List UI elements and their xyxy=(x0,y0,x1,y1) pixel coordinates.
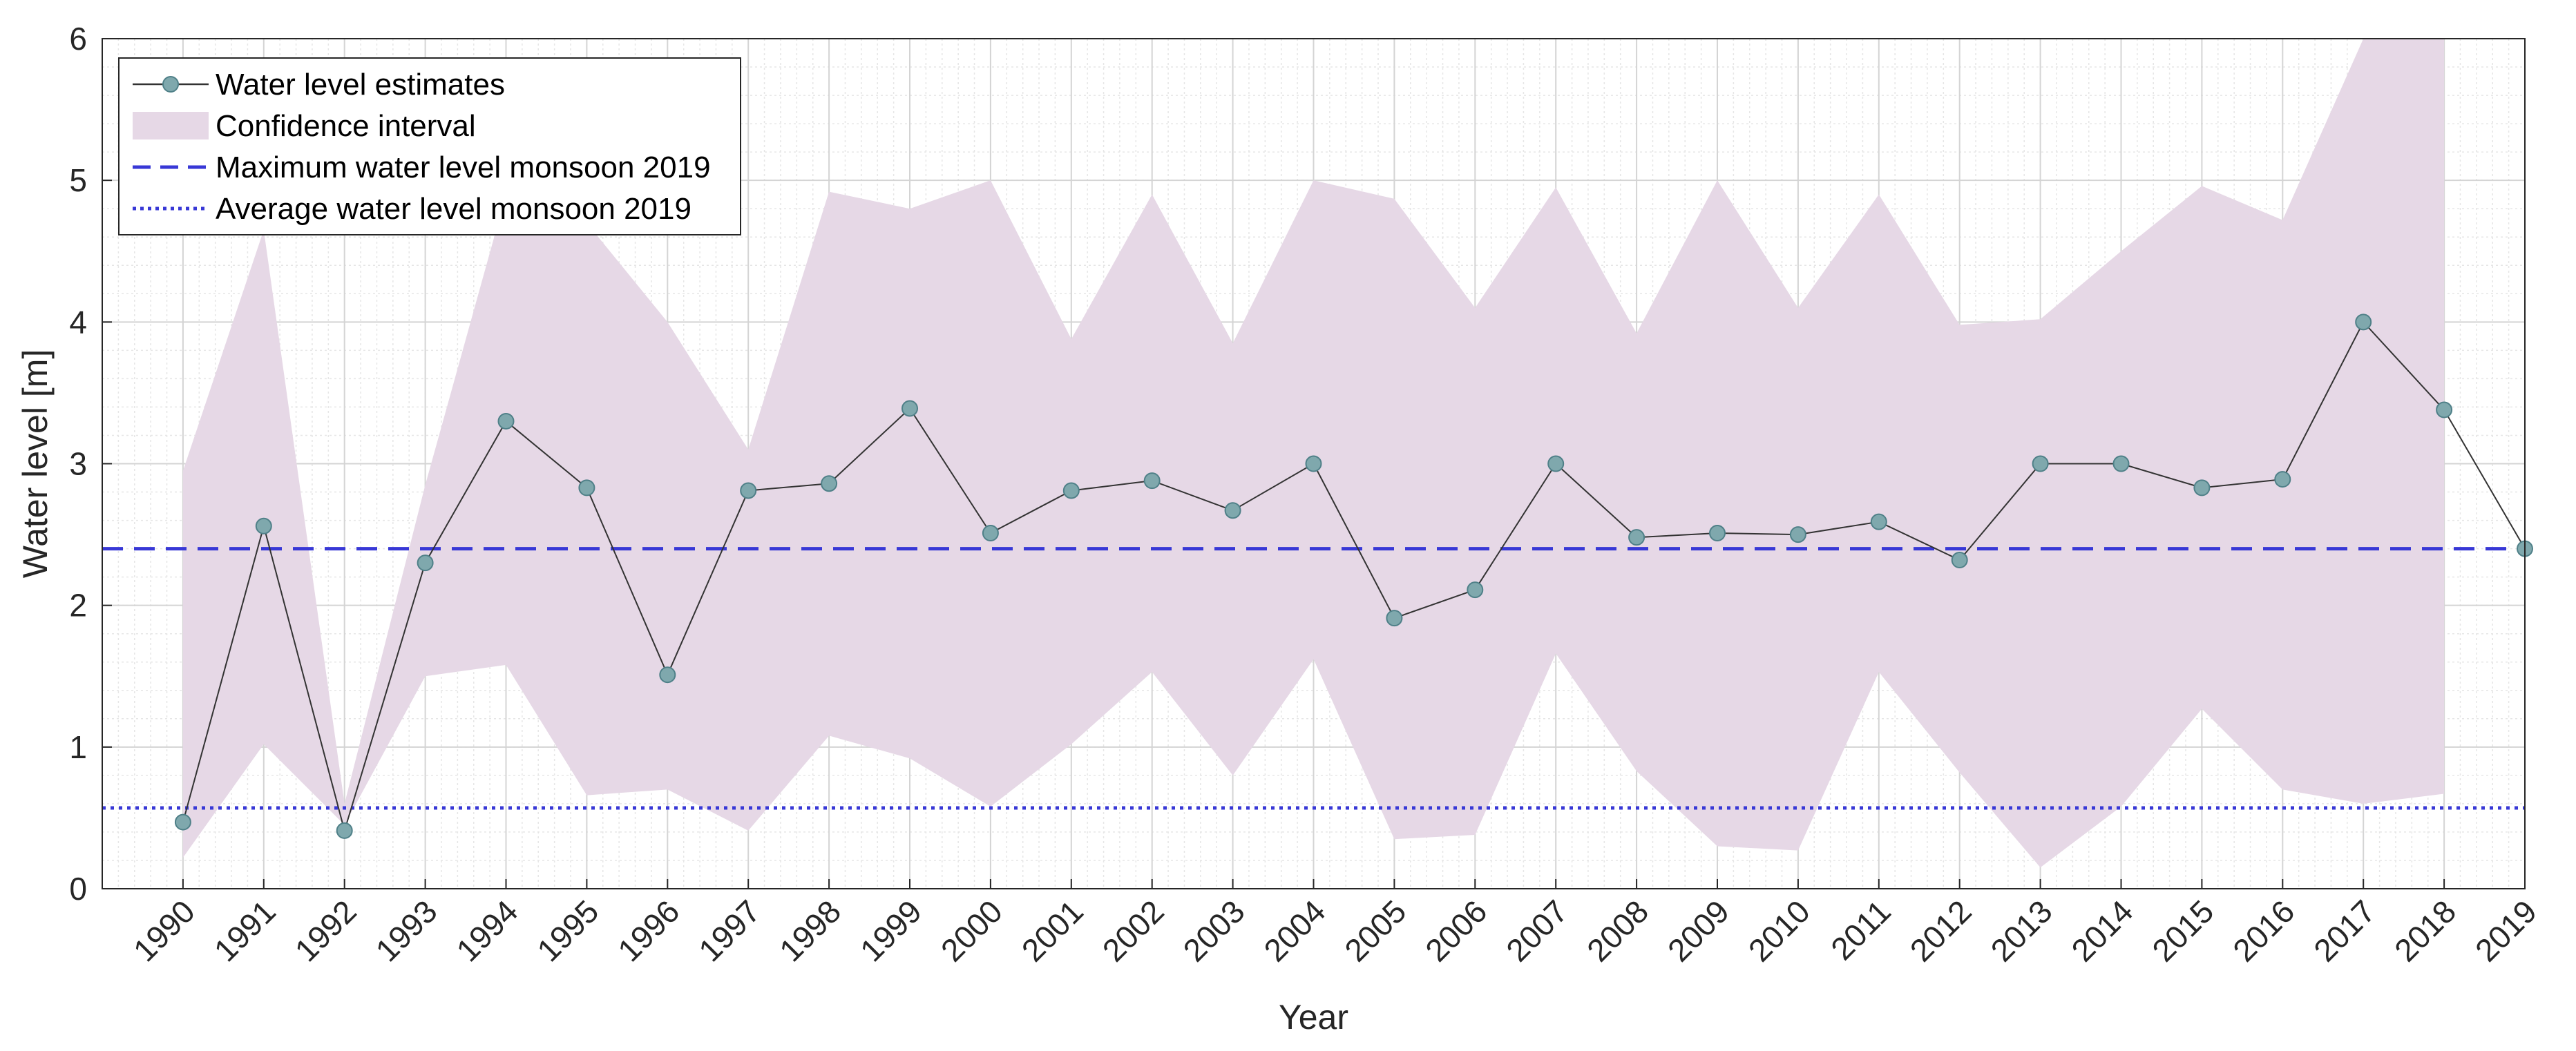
data-point-1997 xyxy=(740,482,757,499)
data-point-2007 xyxy=(1547,455,1565,472)
data-point-2018 xyxy=(2436,401,2453,418)
x-tick-label: 2005 xyxy=(1337,893,1413,968)
x-tick-label: 2008 xyxy=(1580,893,1655,968)
x-tick-label: 1996 xyxy=(611,893,686,968)
x-tick-label: 2001 xyxy=(1015,893,1090,968)
x-tick-label: 1991 xyxy=(207,893,283,968)
data-point-1991 xyxy=(255,517,272,534)
x-tick-label: 1995 xyxy=(530,893,605,968)
data-point-2016 xyxy=(2274,471,2291,488)
data-point-2001 xyxy=(1062,482,1080,499)
x-tick-label: 2017 xyxy=(2307,893,2382,968)
legend-item-maximum: Maximum water level monsoon 2019 xyxy=(133,151,711,184)
x-tick-label: 1990 xyxy=(126,893,202,968)
legend-confidence-patch xyxy=(133,112,209,139)
y-tick-label: 4 xyxy=(69,304,87,340)
legend-item-confidence: Confidence interval xyxy=(133,109,476,143)
x-tick-label: 2002 xyxy=(1096,893,1171,968)
data-point-2000 xyxy=(982,525,999,542)
data-point-2006 xyxy=(1467,581,1484,599)
data-point-2012 xyxy=(1951,552,1968,569)
x-tick-label: 2019 xyxy=(2468,893,2544,968)
legend-label-maximum: Maximum water level monsoon 2019 xyxy=(216,151,711,184)
y-axis-title: Water level [m] xyxy=(16,349,55,579)
legend-label-average: Average water level monsoon 2019 xyxy=(216,192,691,226)
y-tick-label: 5 xyxy=(69,162,87,198)
x-tick-label: 2018 xyxy=(2387,893,2463,968)
x-tick-label: 2009 xyxy=(1661,893,1736,968)
y-tick-label: 1 xyxy=(69,729,87,765)
y-tick-label: 2 xyxy=(69,588,87,624)
legend-item-average: Average water level monsoon 2019 xyxy=(133,192,691,226)
legend-item-estimates: Water level estimates xyxy=(133,68,505,102)
legend-box xyxy=(118,57,741,235)
data-point-2003 xyxy=(1224,502,1241,519)
x-axis-ticks: 1990 1991 1992 1993 1994 1995 1996 1997 1998 1999… xyxy=(126,879,2544,968)
x-axis-title: Year xyxy=(1279,998,1348,1036)
data-point-2017 xyxy=(2355,314,2372,331)
data-point-1992 xyxy=(336,822,353,839)
data-point-1998 xyxy=(821,475,838,492)
x-tick-label: 2011 xyxy=(1824,893,1898,967)
x-tick-label: 2014 xyxy=(2064,893,2139,968)
y-tick-label: 3 xyxy=(69,446,87,482)
data-point-1993 xyxy=(417,555,434,572)
x-tick-label: 1992 xyxy=(288,893,363,968)
legend-label-estimates: Water level estimates xyxy=(216,68,505,102)
data-point-2004 xyxy=(1305,455,1322,472)
series-line-layer xyxy=(182,320,2526,833)
data-point-2014 xyxy=(2112,455,2130,472)
legend-label-confidence: Confidence interval xyxy=(216,109,476,143)
x-tick-label: 1997 xyxy=(691,893,767,968)
confidence-interval-area xyxy=(182,39,2445,868)
x-tick-label: 2006 xyxy=(1418,893,1494,968)
y-tick-label: 0 xyxy=(69,871,87,907)
x-tick-label: 2000 xyxy=(934,893,1009,968)
legend-estimates-marker xyxy=(162,76,179,93)
x-tick-label: 2012 xyxy=(1903,893,1978,968)
x-tick-label: 2004 xyxy=(1257,893,1332,968)
data-point-2009 xyxy=(1709,525,1726,542)
data-point-1996 xyxy=(659,666,676,684)
data-point-2013 xyxy=(2032,455,2049,472)
x-tick-label: 1999 xyxy=(853,893,928,968)
data-point-2002 xyxy=(1143,472,1161,490)
data-point-1995 xyxy=(578,479,595,496)
data-point-1994 xyxy=(497,412,515,430)
y-tick-label: 6 xyxy=(69,21,87,57)
data-point-2005 xyxy=(1386,610,1403,627)
data-point-2015 xyxy=(2193,479,2211,496)
data-points xyxy=(174,314,2533,839)
x-tick-label: 2013 xyxy=(1984,893,2059,968)
data-point-1999 xyxy=(901,400,918,417)
data-point-2008 xyxy=(1628,529,1645,546)
confidence-interval-band xyxy=(182,39,2445,868)
data-point-2011 xyxy=(1870,513,1887,530)
reference-lines xyxy=(102,547,2525,810)
data-point-2010 xyxy=(1789,526,1806,543)
x-tick-label: 2003 xyxy=(1176,893,1252,968)
x-tick-label: 2010 xyxy=(1742,893,1817,968)
x-tick-label: 2015 xyxy=(2145,893,2220,968)
data-point-1990 xyxy=(174,813,191,831)
y-axis-ticks: 0 1 2 3 4 5 6 xyxy=(69,21,112,907)
water-level-line xyxy=(182,320,2526,833)
x-tick-label: 1993 xyxy=(369,893,444,968)
x-tick-label: 2007 xyxy=(1499,893,1574,968)
x-tick-label: 2016 xyxy=(2226,893,2301,968)
x-tick-label: 1998 xyxy=(772,893,848,968)
legend: Water level estimates Confidence interva… xyxy=(118,57,741,235)
x-tick-label: 1994 xyxy=(449,893,524,968)
